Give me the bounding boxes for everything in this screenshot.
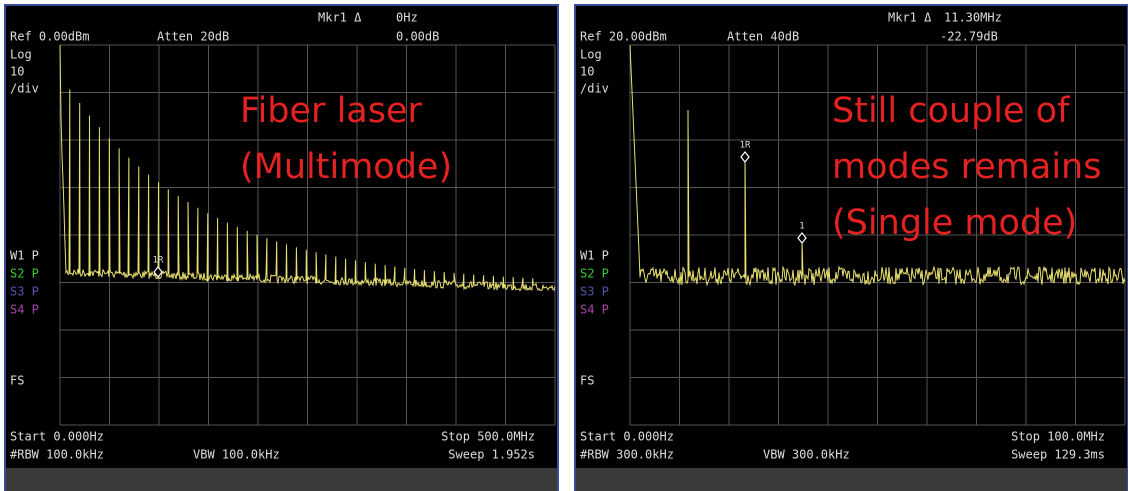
- trace: [59, 44, 556, 292]
- ref-level: Ref 0.00dBm: [10, 30, 89, 44]
- scale-label: Log: [580, 48, 602, 62]
- annotation: Fiber laser: [240, 91, 423, 131]
- vbw: VBW 100.0kHz: [193, 448, 280, 462]
- marker-label: Mkr1 Δ: [318, 11, 362, 25]
- marker-tag: 1: [799, 222, 804, 232]
- stop-freq: Stop 500.0MHz: [441, 430, 535, 444]
- fs-label: FS: [10, 374, 24, 388]
- annotation: modes remains: [832, 147, 1101, 187]
- annotation: (Single mode): [832, 203, 1077, 243]
- trace-label: S4 P: [10, 303, 39, 317]
- marker-tag: 1R: [153, 256, 164, 266]
- scale-label: /div: [580, 82, 609, 96]
- start-freq: Start 0.000Hz: [580, 430, 674, 444]
- trace: [629, 44, 1126, 287]
- marker-diamond: [153, 266, 163, 278]
- bottom-bar: [6, 468, 557, 491]
- trace-label: S3 P: [10, 285, 39, 299]
- marker-label: Mkr1 Δ: [888, 11, 932, 25]
- trace-label: W1 P: [10, 249, 39, 263]
- analyzer-panel: Mkr1 Δ 0Hz Ref 0.00dBm Atten 20dB 0.00dB Log 1…: [4, 4, 559, 491]
- trace-label: S2 P: [10, 267, 39, 281]
- marker-freq: 11.30MHz: [944, 11, 1002, 25]
- stop-freq: Stop 100.0MHz: [1011, 430, 1105, 444]
- marker-diamond: [740, 151, 750, 163]
- panel-bg: [574, 4, 1128, 491]
- annotation: (Multimode): [240, 147, 452, 187]
- ref-level: Ref 20.00dBm: [580, 30, 667, 44]
- bottom-bar: [576, 468, 1127, 491]
- trace-label: W1 P: [580, 249, 609, 263]
- marker-tag: 1R: [740, 141, 751, 151]
- marker-diamond: [797, 232, 807, 244]
- rbw: #RBW 100.0kHz: [10, 448, 104, 462]
- scale-label: 10: [580, 65, 594, 79]
- vbw: VBW 300.0kHz: [763, 448, 850, 462]
- panel-bg: [4, 4, 559, 491]
- scale-label: Log: [10, 48, 32, 62]
- trace-label: S2 P: [580, 267, 609, 281]
- annotation: Still couple of: [832, 91, 1070, 131]
- scale-label: 10: [10, 65, 24, 79]
- start-freq: Start 0.000Hz: [10, 430, 104, 444]
- marker-freq: 0Hz: [396, 11, 418, 25]
- sweep-time: Sweep 129.3ms: [1011, 448, 1105, 462]
- trace-label: S4 P: [580, 303, 609, 317]
- marker-level: 0.00dB: [396, 30, 439, 44]
- trace-label: S3 P: [580, 285, 609, 299]
- marker-level: -22.79dB: [940, 30, 998, 44]
- attenuation: Atten 40dB: [727, 30, 799, 44]
- sweep-time: Sweep 1.952s: [448, 448, 535, 462]
- fs-label: FS: [580, 374, 594, 388]
- attenuation: Atten 20dB: [157, 30, 229, 44]
- analyzer-panel: Mkr1 Δ 11.30MHz Ref 20.00dBm Atten 40dB -22.…: [574, 4, 1128, 491]
- scale-label: /div: [10, 82, 39, 96]
- rbw: #RBW 300.0kHz: [580, 448, 674, 462]
